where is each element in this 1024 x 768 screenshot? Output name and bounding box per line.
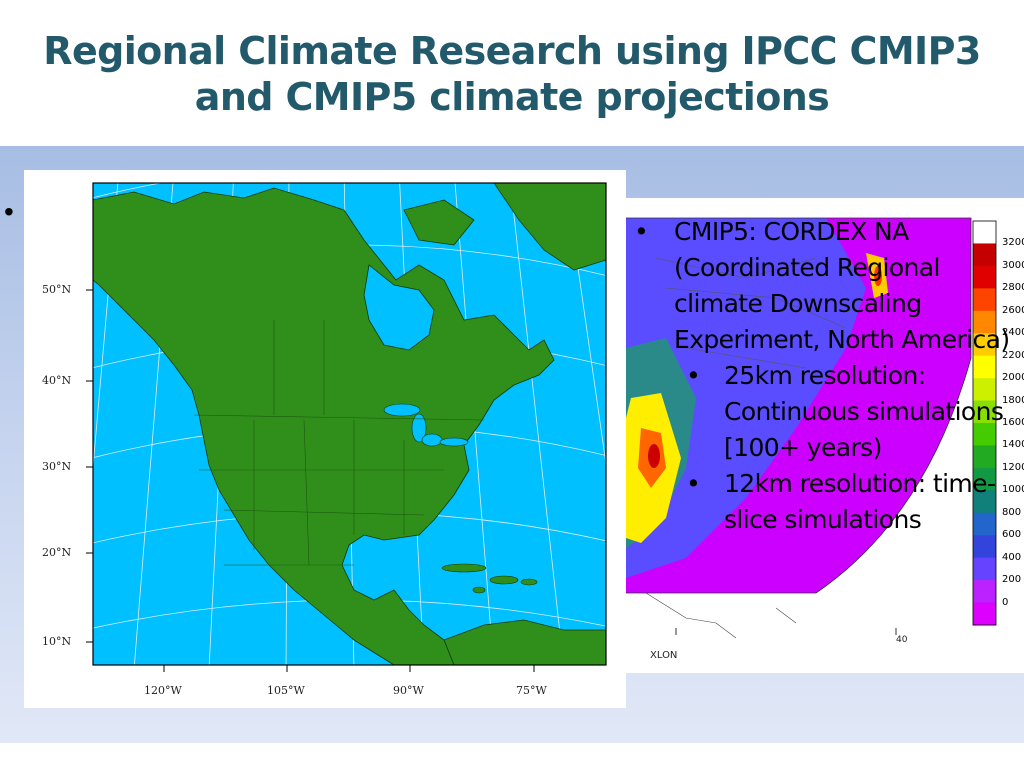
arctic-island xyxy=(403,199,475,246)
bottom-strip xyxy=(0,743,1024,768)
colorbar-tick-label: 1000 xyxy=(1002,484,1024,496)
colorbar-tick-label: 2600 xyxy=(1002,304,1024,316)
colorbar-swatch xyxy=(973,423,996,446)
colorbar-tick-label: 2200 xyxy=(1002,349,1024,361)
colorbar-tick-label: 3200 xyxy=(1002,237,1024,249)
political-borders xyxy=(193,320,485,566)
hudson-bay xyxy=(363,264,435,351)
axis-ticks xyxy=(86,289,535,672)
bullet-cmip5: • CMIP5: CORDEX NA (Coordinated Regional… xyxy=(634,214,1024,358)
elevation-boundaries xyxy=(655,257,847,369)
slide-title: Regional Climate Research using IPCC CMI… xyxy=(43,29,981,119)
lat-label-50n: 50°N xyxy=(42,283,72,296)
ridge-peak xyxy=(874,266,882,286)
bullet-cmip5-text: CMIP5: CORDEX NA (Coordinated Regional c… xyxy=(674,217,1010,354)
lat-label-20n: 20°N xyxy=(42,546,72,559)
north-america-map-graphic xyxy=(86,182,607,672)
colorbar-tick-label: 1200 xyxy=(1002,461,1024,473)
south-america-land xyxy=(443,619,606,665)
colorbar-tick-label: 800 xyxy=(1002,506,1022,518)
elevation-medium xyxy=(626,218,866,578)
x-tick-label: 40 xyxy=(896,635,908,645)
elevation-max xyxy=(648,444,660,468)
colorbar-tick-label: 1400 xyxy=(1002,439,1024,451)
domain-edge xyxy=(626,217,972,594)
greenland xyxy=(493,183,606,271)
colorbar-swatch xyxy=(973,535,996,559)
sub-bullet-marker: • xyxy=(686,361,701,390)
sub-bullet-25km: • 25km resolution: Continuous simulation… xyxy=(634,358,1024,466)
lat-label-10n: 10°N xyxy=(42,635,72,648)
sub-bullet-12km-text: 12km resolution: time-slice simulations xyxy=(724,469,996,534)
elevation-colorbar xyxy=(973,221,996,626)
colorbar-swatch xyxy=(973,602,996,626)
title-band xyxy=(0,0,1024,146)
colorbar-tick-label: 400 xyxy=(1002,551,1022,563)
bullet-list: • CMIP5: CORDEX NA (Coordinated Regional… xyxy=(634,214,1024,538)
colorbar-tick-label: 200 xyxy=(1002,574,1022,586)
colorbar-swatch xyxy=(973,580,996,604)
north-america-land xyxy=(93,187,555,665)
lat-label-40n: 40°N xyxy=(42,374,72,387)
lon-label-90w: 90°W xyxy=(393,684,424,697)
colorbar-swatch xyxy=(973,265,996,289)
colorbar-tick-label: 3000 xyxy=(1002,259,1024,271)
colorbar-swatch xyxy=(973,490,996,514)
empty-bullet-marker: • xyxy=(4,196,14,227)
elevation-map-graphic xyxy=(626,217,997,639)
colorbar-swatch xyxy=(973,288,996,312)
colorbar-tick-label: 2400 xyxy=(1002,327,1024,339)
lon-label-120w: 120°W xyxy=(144,684,182,697)
colorbar-swatch xyxy=(973,310,996,334)
colorbar-tick-label: 2800 xyxy=(1002,282,1024,294)
map-frame xyxy=(92,182,607,666)
x-axis-label: XLON xyxy=(650,650,678,661)
colorbar-frame xyxy=(972,220,997,626)
colorbar-swatch xyxy=(973,378,996,402)
colorbar-swatch xyxy=(973,445,996,469)
colorbar-tick-label: 1600 xyxy=(1002,417,1024,428)
sub-bullet-marker: • xyxy=(686,469,701,498)
sub-bullet-25km-text: 25km resolution: Continuous simulations … xyxy=(724,361,1004,462)
sub-bullet-12km: • 12km resolution: time-slice simulation… xyxy=(634,466,1024,538)
coastline-outside xyxy=(645,592,797,639)
cordex-elevation-map: 3200300028002600240022002000180016001400… xyxy=(626,198,1024,673)
colorbar-swatch xyxy=(973,243,996,267)
colorbar-swatch xyxy=(973,512,996,536)
lon-label-105w: 105°W xyxy=(267,684,305,697)
colorbar-swatch xyxy=(973,400,996,424)
colorbar-tick-label: 1800 xyxy=(1002,394,1024,406)
lon-label-75w: 75°W xyxy=(516,684,547,697)
caribbean-islands xyxy=(441,563,538,594)
bullet-marker: • xyxy=(634,217,649,246)
colorbar-swatch xyxy=(973,221,996,244)
north-america-map: 50°N 40°N 30°N 20°N 10°N 120°W 105°W 90°… xyxy=(24,170,626,708)
colorbar-swatch xyxy=(973,333,996,357)
colorbar-swatch xyxy=(973,557,996,581)
colorbar-tick-label: 0 xyxy=(1002,596,1009,608)
colorbar-tick-label: 600 xyxy=(1002,529,1022,541)
colorbar-swatch xyxy=(973,467,996,491)
lat-label-30n: 30°N xyxy=(42,460,72,473)
colorbar-swatch xyxy=(973,355,996,379)
great-lakes xyxy=(383,403,469,447)
